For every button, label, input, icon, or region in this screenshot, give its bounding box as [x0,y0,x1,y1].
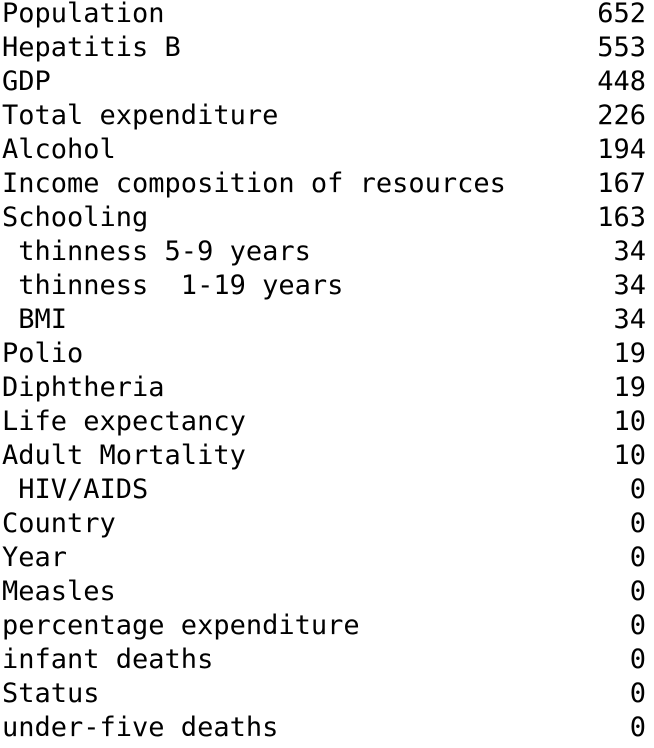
missing-count: 448 [597,66,646,97]
table-row: HIV/AIDS 0 [2,473,646,507]
missing-count: 0 [629,508,646,539]
missing-count: 652 [597,0,646,29]
missing-count: 10 [613,406,646,437]
table-row: Alcohol 194 [2,133,646,167]
table-row: thinness 5-9 years 34 [2,235,646,269]
table-row: Schooling 163 [2,201,646,235]
table-row: Status 0 [2,677,646,711]
missing-count: 10 [613,440,646,471]
missing-count: 553 [597,32,646,63]
column-name: Status [2,678,100,709]
missing-count: 0 [629,576,646,607]
column-name: Alcohol [2,134,116,165]
missing-count: 0 [629,678,646,709]
column-name: Life expectancy [2,406,246,437]
column-name: Country [2,508,116,539]
table-row: Hepatitis B 553 [2,31,646,65]
column-name: percentage expenditure [2,610,360,641]
missing-count: 34 [613,236,646,267]
table-row: GDP 448 [2,65,646,99]
table-row: Year 0 [2,541,646,575]
column-name: Measles [2,576,116,607]
column-name: GDP [2,66,51,97]
table-row: Diphtheria 19 [2,371,646,405]
table-row: Life expectancy 10 [2,405,646,439]
column-name: Total expenditure [2,100,279,131]
table-row: Population 652 [2,0,646,31]
table-row: Income composition of resources 167 [2,167,646,201]
missing-count: 0 [629,542,646,573]
column-name: Schooling [2,202,149,233]
column-name: Diphtheria [2,372,165,403]
table-row: Measles 0 [2,575,646,609]
column-name: BMI [2,304,68,335]
column-name: Population [2,0,165,29]
table-row: BMI 34 [2,303,646,337]
missing-count: 0 [629,610,646,641]
column-name: Adult Mortality [2,440,246,471]
table-row: Country 0 [2,507,646,541]
column-name: under-five deaths [2,712,279,743]
table-row: Adult Mortality 10 [2,439,646,473]
table-row: Total expenditure 226 [2,99,646,133]
column-name: Hepatitis B [2,32,181,63]
missing-count: 19 [613,338,646,369]
table-row: Polio 19 [2,337,646,371]
column-name: infant deaths [2,644,214,675]
missing-count: 0 [629,474,646,505]
missing-count: 34 [613,270,646,301]
column-name: thinness 1-19 years [2,270,344,301]
table-row: infant deaths 0 [2,643,646,677]
missing-count: 0 [629,712,646,743]
missing-count: 0 [629,644,646,675]
missing-count: 163 [597,202,646,233]
column-name: Income composition of resources [2,168,506,199]
column-name: Year [2,542,68,573]
missing-count: 19 [613,372,646,403]
table-row: percentage expenditure 0 [2,609,646,643]
missing-count: 194 [597,134,646,165]
missing-count: 34 [613,304,646,335]
table-row: under-five deaths 0 [2,711,646,745]
column-name: Polio [2,338,84,369]
table-row: thinness 1-19 years 34 [2,269,646,303]
missing-count: 226 [597,100,646,131]
missing-count: 167 [597,168,646,199]
column-name: HIV/AIDS [2,474,149,505]
column-name: thinness 5-9 years [2,236,311,267]
